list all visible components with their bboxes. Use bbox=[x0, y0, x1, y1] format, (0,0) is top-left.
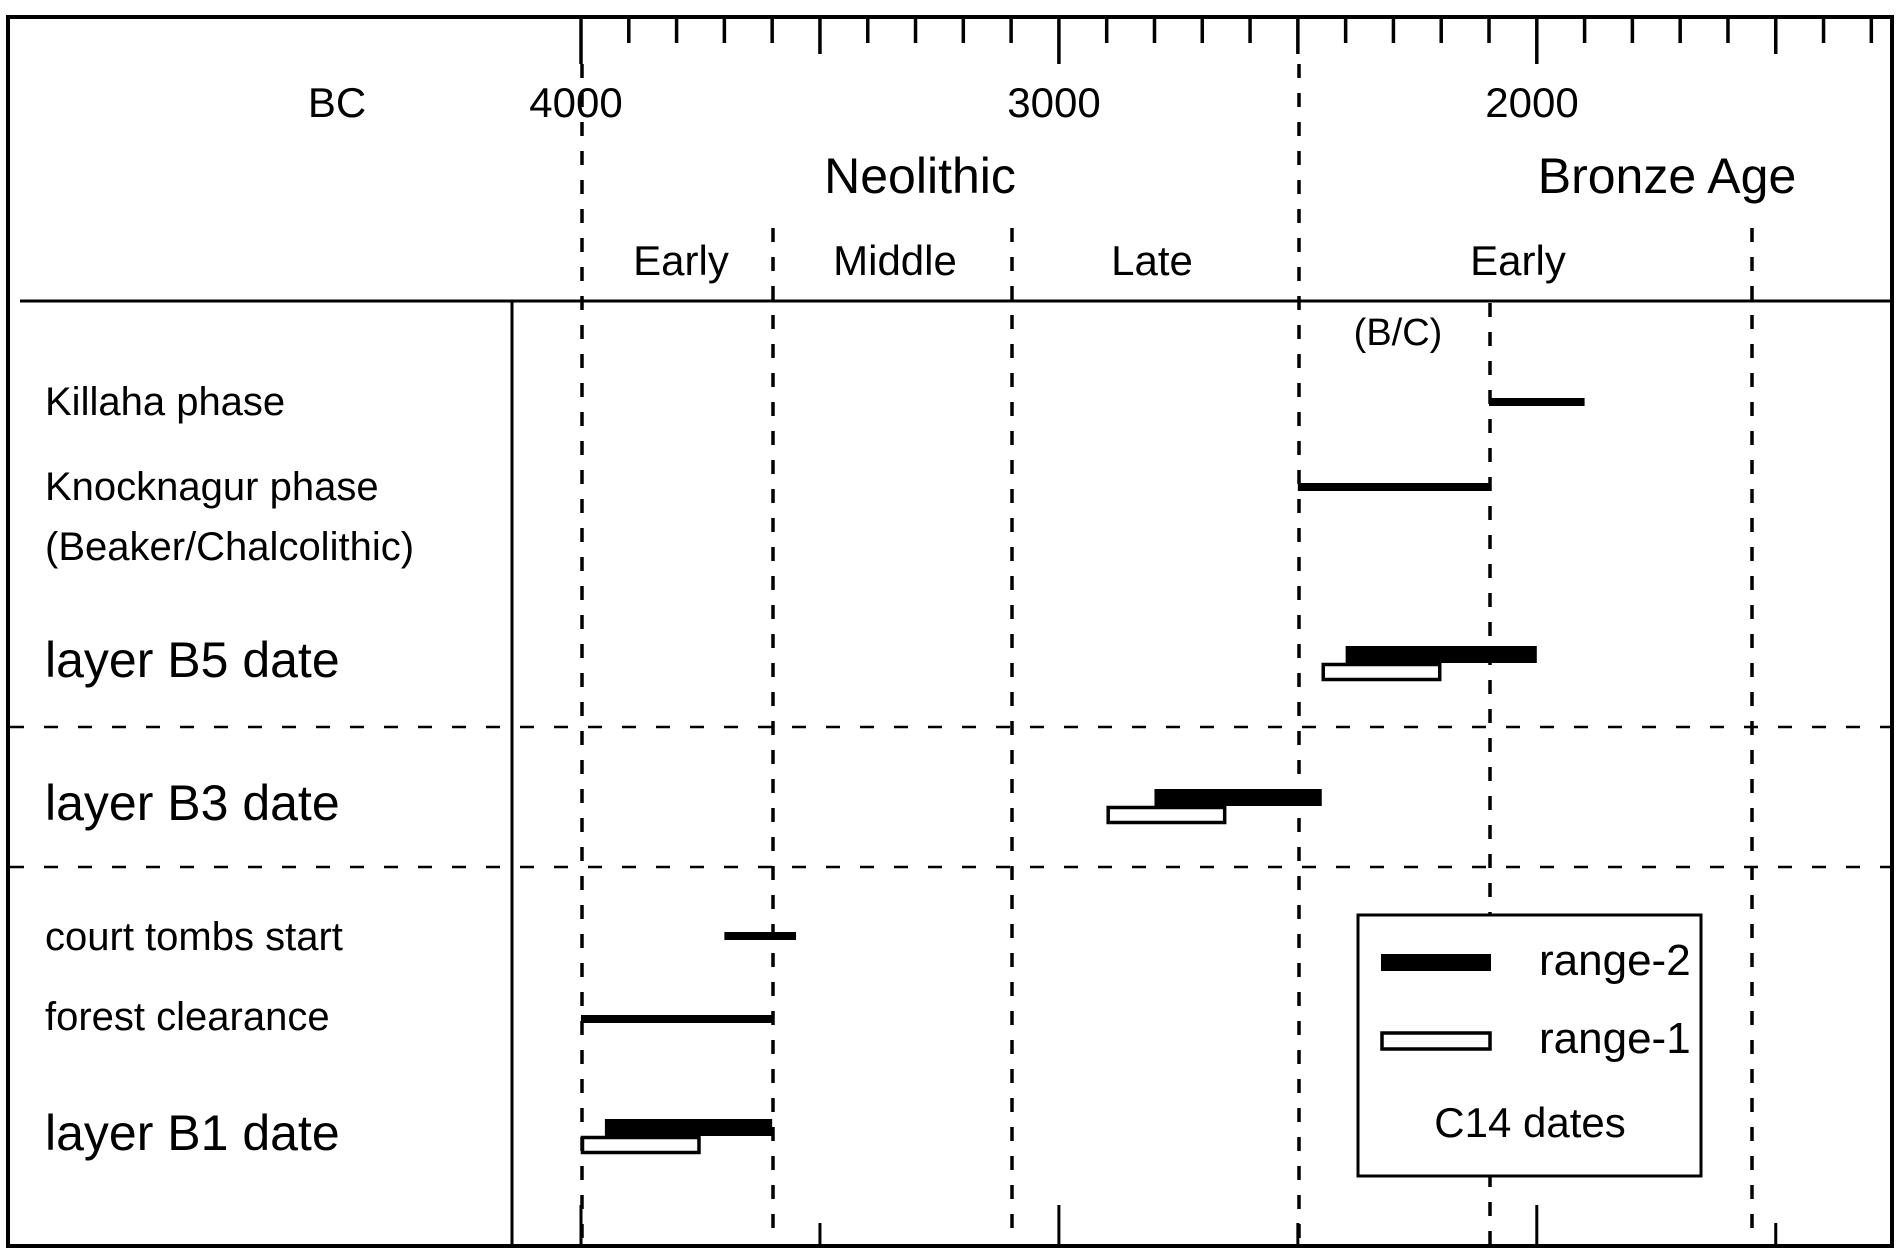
c14-range-2-bar bbox=[604, 1119, 773, 1136]
tick-label-2000: 2000 bbox=[1485, 79, 1578, 126]
legend-label-range-2: range-2 bbox=[1539, 936, 1691, 985]
row-label-court-tombs: court tombs start bbox=[45, 915, 343, 959]
bc-label: BC bbox=[308, 79, 366, 126]
subperiod-early-neolithic: Early bbox=[633, 237, 729, 284]
period-boundaries bbox=[580, 64, 1754, 1245]
chart-frame bbox=[6, 15, 1894, 1248]
legend-swatch-range-1 bbox=[1380, 1031, 1492, 1051]
c14-range-1-bar bbox=[1106, 805, 1227, 825]
subperiod-middle-neolithic: Middle bbox=[833, 237, 957, 284]
subperiod-late-neolithic: Late bbox=[1111, 237, 1193, 284]
data-bars bbox=[580, 398, 1585, 1155]
row-label-b5: layer B5 date bbox=[45, 632, 340, 688]
legend-caption: C14 dates bbox=[1434, 1099, 1625, 1146]
c14-range-2-bar bbox=[1154, 789, 1322, 806]
c14-range-1-bar bbox=[1321, 662, 1442, 682]
top-axis-ticks bbox=[579, 19, 1874, 64]
phase-bar bbox=[1297, 483, 1490, 491]
legend-label-range-1: range-1 bbox=[1539, 1014, 1691, 1063]
row-label-knocknagur: Knocknagur phase bbox=[45, 465, 379, 509]
period-bronze-age: Bronze Age bbox=[1538, 148, 1797, 204]
bc-annotation: (B/C) bbox=[1354, 312, 1443, 354]
legend-swatch-range-2 bbox=[1381, 954, 1491, 971]
c14-range-2-bar bbox=[1345, 646, 1537, 663]
c14-range-1-bar bbox=[580, 1135, 701, 1155]
phase-bar bbox=[581, 1015, 773, 1023]
legend: range-2 range-1 C14 dates bbox=[1356, 913, 1703, 1178]
row-label-b1: layer B1 date bbox=[45, 1105, 340, 1161]
phase-bar bbox=[1489, 398, 1585, 406]
period-neolithic: Neolithic bbox=[824, 148, 1016, 204]
subperiod-early-bronze: Early bbox=[1470, 237, 1566, 284]
row-label-knocknagur-sub: (Beaker/Chalcolithic) bbox=[45, 525, 414, 569]
tick-label-3000: 3000 bbox=[1007, 79, 1100, 126]
phase-bar bbox=[724, 932, 797, 940]
row-label-killaha: Killaha phase bbox=[45, 380, 285, 424]
tick-label-4000: 4000 bbox=[529, 79, 622, 126]
row-label-b3: layer B3 date bbox=[45, 775, 340, 831]
row-label-forest: forest clearance bbox=[45, 995, 330, 1039]
bottom-axis-ticks bbox=[579, 1205, 1778, 1245]
